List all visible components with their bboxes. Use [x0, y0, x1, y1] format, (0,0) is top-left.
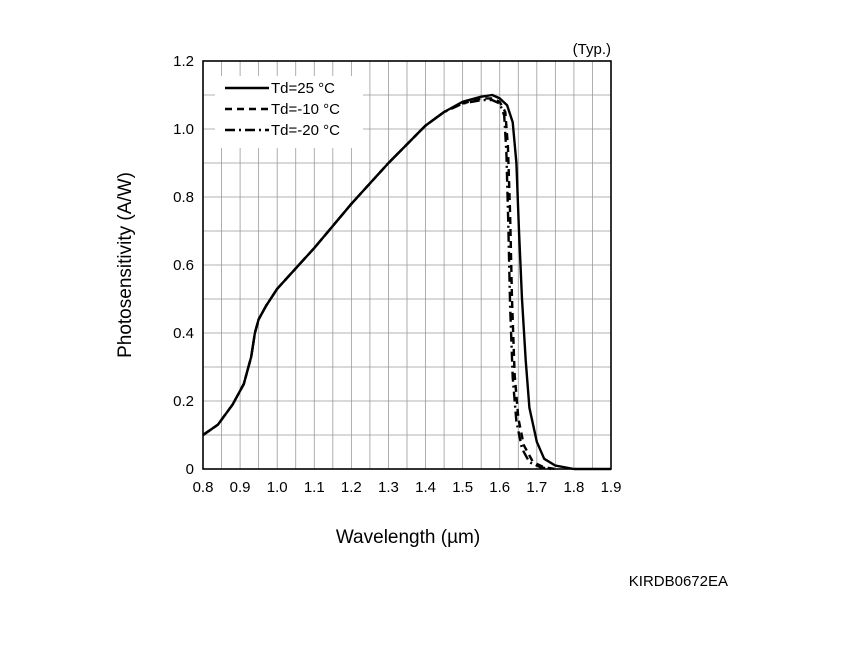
y-tick-label: 1.2	[173, 53, 194, 70]
x-tick-label: 1.2	[341, 479, 362, 496]
y-tick-label: 0.2	[173, 393, 194, 410]
x-tick-label: 0.8	[193, 479, 214, 496]
legend: Td=25 °C Td=-10 °C Td=-20 °C	[215, 76, 363, 148]
x-tick-labels: 0.8 0.9 1.0 1.1 1.2 1.3 1.4 1.5 1.6 1.7 1.8 1.9	[193, 479, 622, 496]
x-tick-label: 1.5	[452, 479, 473, 496]
x-tick-label: 1.9	[601, 479, 622, 496]
y-tick-label: 0	[186, 461, 194, 478]
x-tick-label: 1.4	[415, 479, 436, 496]
y-tick-label: 1.0	[173, 121, 194, 138]
x-tick-label: 1.0	[267, 479, 288, 496]
plot-frame	[202, 60, 612, 470]
x-axis-label: Wavelength (µm)	[336, 527, 480, 548]
y-tick-label: 0.8	[173, 189, 194, 206]
series-line-2	[202, 97, 556, 471]
x-tick-label: 0.9	[230, 479, 251, 496]
y-tick-labels: 0 0.2 0.4 0.6 0.8 1.0 1.2	[173, 53, 194, 478]
y-axis-label: Photosensitivity (A/W)	[115, 172, 136, 358]
legend-label: Td=-20 °C	[271, 122, 340, 139]
typical-note: (Typ.)	[573, 41, 611, 58]
series-line-1	[202, 93, 611, 471]
figure-code: KIRDB0672EA	[629, 573, 728, 590]
y-tick-label: 0.6	[173, 257, 194, 274]
series-layer	[202, 93, 611, 471]
x-tick-label: 1.8	[563, 479, 584, 496]
legend-label: Td=-10 °C	[271, 101, 340, 118]
x-tick-label: 1.1	[304, 479, 325, 496]
x-tick-label: 1.6	[489, 479, 510, 496]
x-tick-label: 1.7	[526, 479, 547, 496]
x-tick-label: 1.3	[378, 479, 399, 496]
y-tick-label: 0.4	[173, 325, 194, 342]
legend-label: Td=25 °C	[271, 80, 335, 97]
series-line-3	[202, 98, 552, 471]
